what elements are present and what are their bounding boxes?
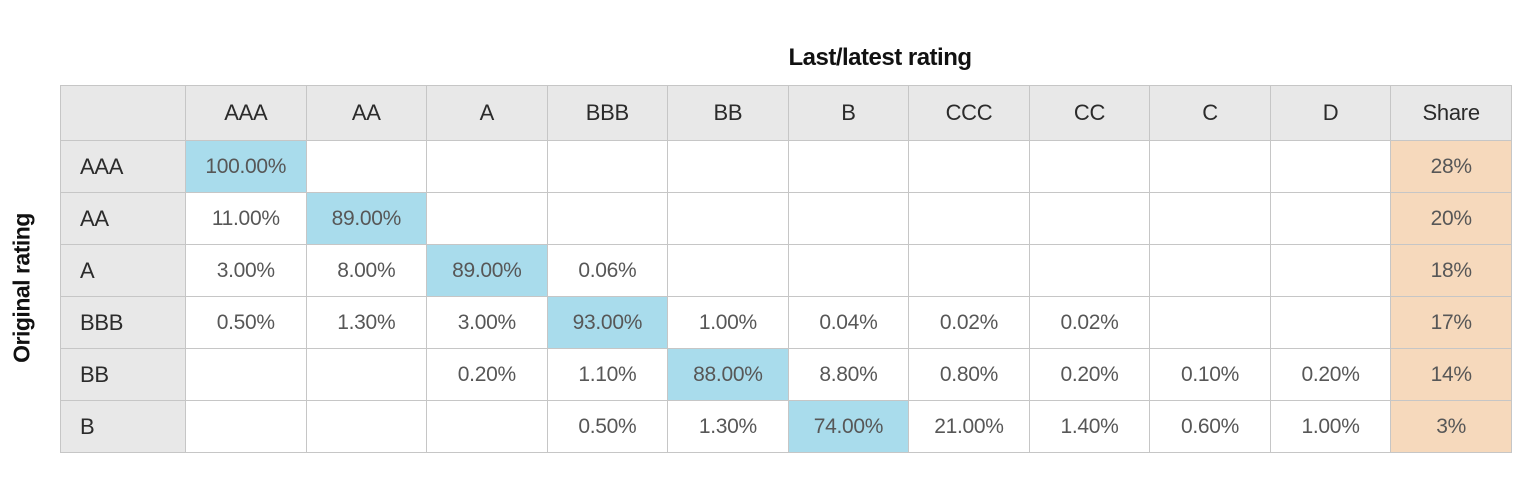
header-row: AAA AA A BBB BB B CCC CC C D Share — [60, 85, 1512, 141]
matrix-cell-bb-bbb: 1.10% — [546, 348, 669, 401]
matrix-cell-bbb-a: 3.00% — [426, 296, 548, 349]
matrix-cell-bbb-c — [1149, 296, 1271, 349]
matrix-cell-bb-a: 0.20% — [426, 348, 548, 401]
column-header-c: C — [1149, 85, 1271, 141]
matrix-cell-aaa-aa — [305, 140, 428, 193]
share-cell-aa: 20% — [1390, 192, 1512, 245]
matrix-cell-a-ccc — [908, 244, 1030, 297]
matrix-cell-b-cc: 1.40% — [1028, 400, 1151, 453]
matrix-cell-aa-c — [1149, 192, 1271, 245]
matrix-cell-aa-aa: 89.00% — [305, 192, 428, 245]
matrix-cell-aaa-b — [787, 140, 910, 193]
column-header-bbb: BBB — [546, 85, 669, 141]
matrix-cell-b-c: 0.60% — [1149, 400, 1271, 453]
row-header-bbb: BBB — [60, 296, 186, 349]
matrix-cell-a-cc — [1028, 244, 1151, 297]
matrix-cell-bb-aaa — [185, 348, 307, 401]
row-header-aa: AA — [60, 192, 186, 245]
column-header-aa: AA — [305, 85, 428, 141]
matrix-cell-aa-cc — [1028, 192, 1151, 245]
matrix-cell-a-bb — [667, 244, 789, 297]
matrix-cell-b-d: 1.00% — [1269, 400, 1392, 453]
column-header-b: B — [787, 85, 910, 141]
matrix-cell-aaa-d — [1269, 140, 1392, 193]
matrix-cell-bb-b: 8.80% — [787, 348, 910, 401]
matrix-row-a: A 3.00% 8.00% 89.00% 0.06% 18% — [60, 244, 1512, 297]
matrix-cell-bbb-cc: 0.02% — [1028, 296, 1151, 349]
matrix-header: AAA AA A BBB BB B CCC CC C D Share — [60, 85, 1512, 141]
matrix-cell-a-aa: 8.00% — [305, 244, 428, 297]
matrix-cell-aa-bb — [667, 192, 789, 245]
row-header-bb: BB — [60, 348, 186, 401]
column-header-cc: CC — [1028, 85, 1151, 141]
row-header-aaa: AAA — [60, 140, 186, 193]
matrix-cell-b-aaa — [185, 400, 307, 453]
matrix-cell-aaa-cc — [1028, 140, 1151, 193]
matrix-cell-b-a — [426, 400, 548, 453]
matrix-row-aaa: AAA 100.00% 28% — [60, 140, 1512, 193]
matrix-cell-a-b — [787, 244, 910, 297]
matrix-cell-aaa-c — [1149, 140, 1271, 193]
matrix-cell-aaa-a — [426, 140, 548, 193]
matrix-cell-bbb-aaa: 0.50% — [185, 296, 307, 349]
matrix-row-bbb: BBB 0.50% 1.30% 3.00% 93.00% 1.00% 0.04% 0.02% 0… — [60, 296, 1512, 349]
matrix-cell-bb-aa — [305, 348, 428, 401]
matrix-cell-b-bb: 1.30% — [667, 400, 789, 453]
matrix-cell-bbb-d — [1269, 296, 1392, 349]
matrix-body: AAA 100.00% 28% AA 11.00% 89.00% 20% A 3.00% 8.00… — [60, 140, 1512, 453]
matrix-cell-aaa-bb — [667, 140, 789, 193]
matrix-cell-a-d — [1269, 244, 1392, 297]
share-cell-a: 18% — [1390, 244, 1512, 297]
row-axis-title: Original rating — [8, 213, 35, 363]
matrix-cell-aaa-ccc — [908, 140, 1030, 193]
share-cell-b: 3% — [1390, 400, 1512, 453]
column-header-aaa: AAA — [185, 85, 307, 141]
matrix-cell-aa-aaa: 11.00% — [185, 192, 307, 245]
share-cell-bbb: 17% — [1390, 296, 1512, 349]
column-header-ccc: CCC — [908, 85, 1030, 141]
matrix-cell-a-aaa: 3.00% — [185, 244, 307, 297]
share-cell-bb: 14% — [1390, 348, 1512, 401]
matrix-cell-aa-ccc — [908, 192, 1030, 245]
matrix-cell-bb-ccc: 0.80% — [908, 348, 1030, 401]
matrix-cell-a-bbb: 0.06% — [546, 244, 669, 297]
matrix-cell-bbb-ccc: 0.02% — [908, 296, 1030, 349]
matrix-cell-a-c — [1149, 244, 1271, 297]
matrix-cell-aa-d — [1269, 192, 1392, 245]
matrix-row-aa: AA 11.00% 89.00% 20% — [60, 192, 1512, 245]
corner-cell — [60, 85, 186, 141]
column-header-a: A — [426, 85, 548, 141]
column-header-share: Share — [1390, 85, 1512, 141]
matrix-row-bb: BB 0.20% 1.10% 88.00% 8.80% 0.80% 0.20% 0.10% 0.… — [60, 348, 1512, 401]
column-axis-title: Last/latest rating — [788, 44, 972, 71]
matrix-cell-bbb-bbb: 93.00% — [546, 296, 669, 349]
matrix-cell-b-ccc: 21.00% — [908, 400, 1030, 453]
row-header-a: A — [60, 244, 186, 297]
matrix-cell-bb-c: 0.10% — [1149, 348, 1271, 401]
matrix-cell-bbb-aa: 1.30% — [305, 296, 428, 349]
matrix-cell-aaa-aaa: 100.00% — [185, 140, 307, 193]
matrix-cell-b-b: 74.00% — [787, 400, 910, 453]
matrix-row-b: B 0.50% 1.30% 74.00% 21.00% 1.40% 0.60% 1.00% 3% — [60, 400, 1512, 453]
column-header-d: D — [1269, 85, 1392, 141]
matrix-cell-bbb-b: 0.04% — [787, 296, 910, 349]
share-cell-aaa: 28% — [1390, 140, 1512, 193]
matrix-cell-aa-a — [426, 192, 548, 245]
matrix-cell-b-bbb: 0.50% — [546, 400, 669, 453]
row-header-b: B — [60, 400, 186, 453]
column-header-bb: BB — [667, 85, 789, 141]
matrix-cell-bbb-bb: 1.00% — [667, 296, 789, 349]
matrix-cell-aa-b — [787, 192, 910, 245]
matrix-cell-aa-bbb — [546, 192, 669, 245]
matrix-cell-a-a: 89.00% — [426, 244, 548, 297]
matrix-cell-bb-d: 0.20% — [1269, 348, 1392, 401]
matrix-cell-bb-cc: 0.20% — [1028, 348, 1151, 401]
rating-transition-matrix: AAA AA A BBB BB B CCC CC C D Share AAA 100.00% 28% AA… — [60, 85, 1512, 453]
matrix-cell-aaa-bbb — [546, 140, 669, 193]
matrix-cell-b-aa — [305, 400, 428, 453]
matrix-cell-bb-bb: 88.00% — [667, 348, 789, 401]
